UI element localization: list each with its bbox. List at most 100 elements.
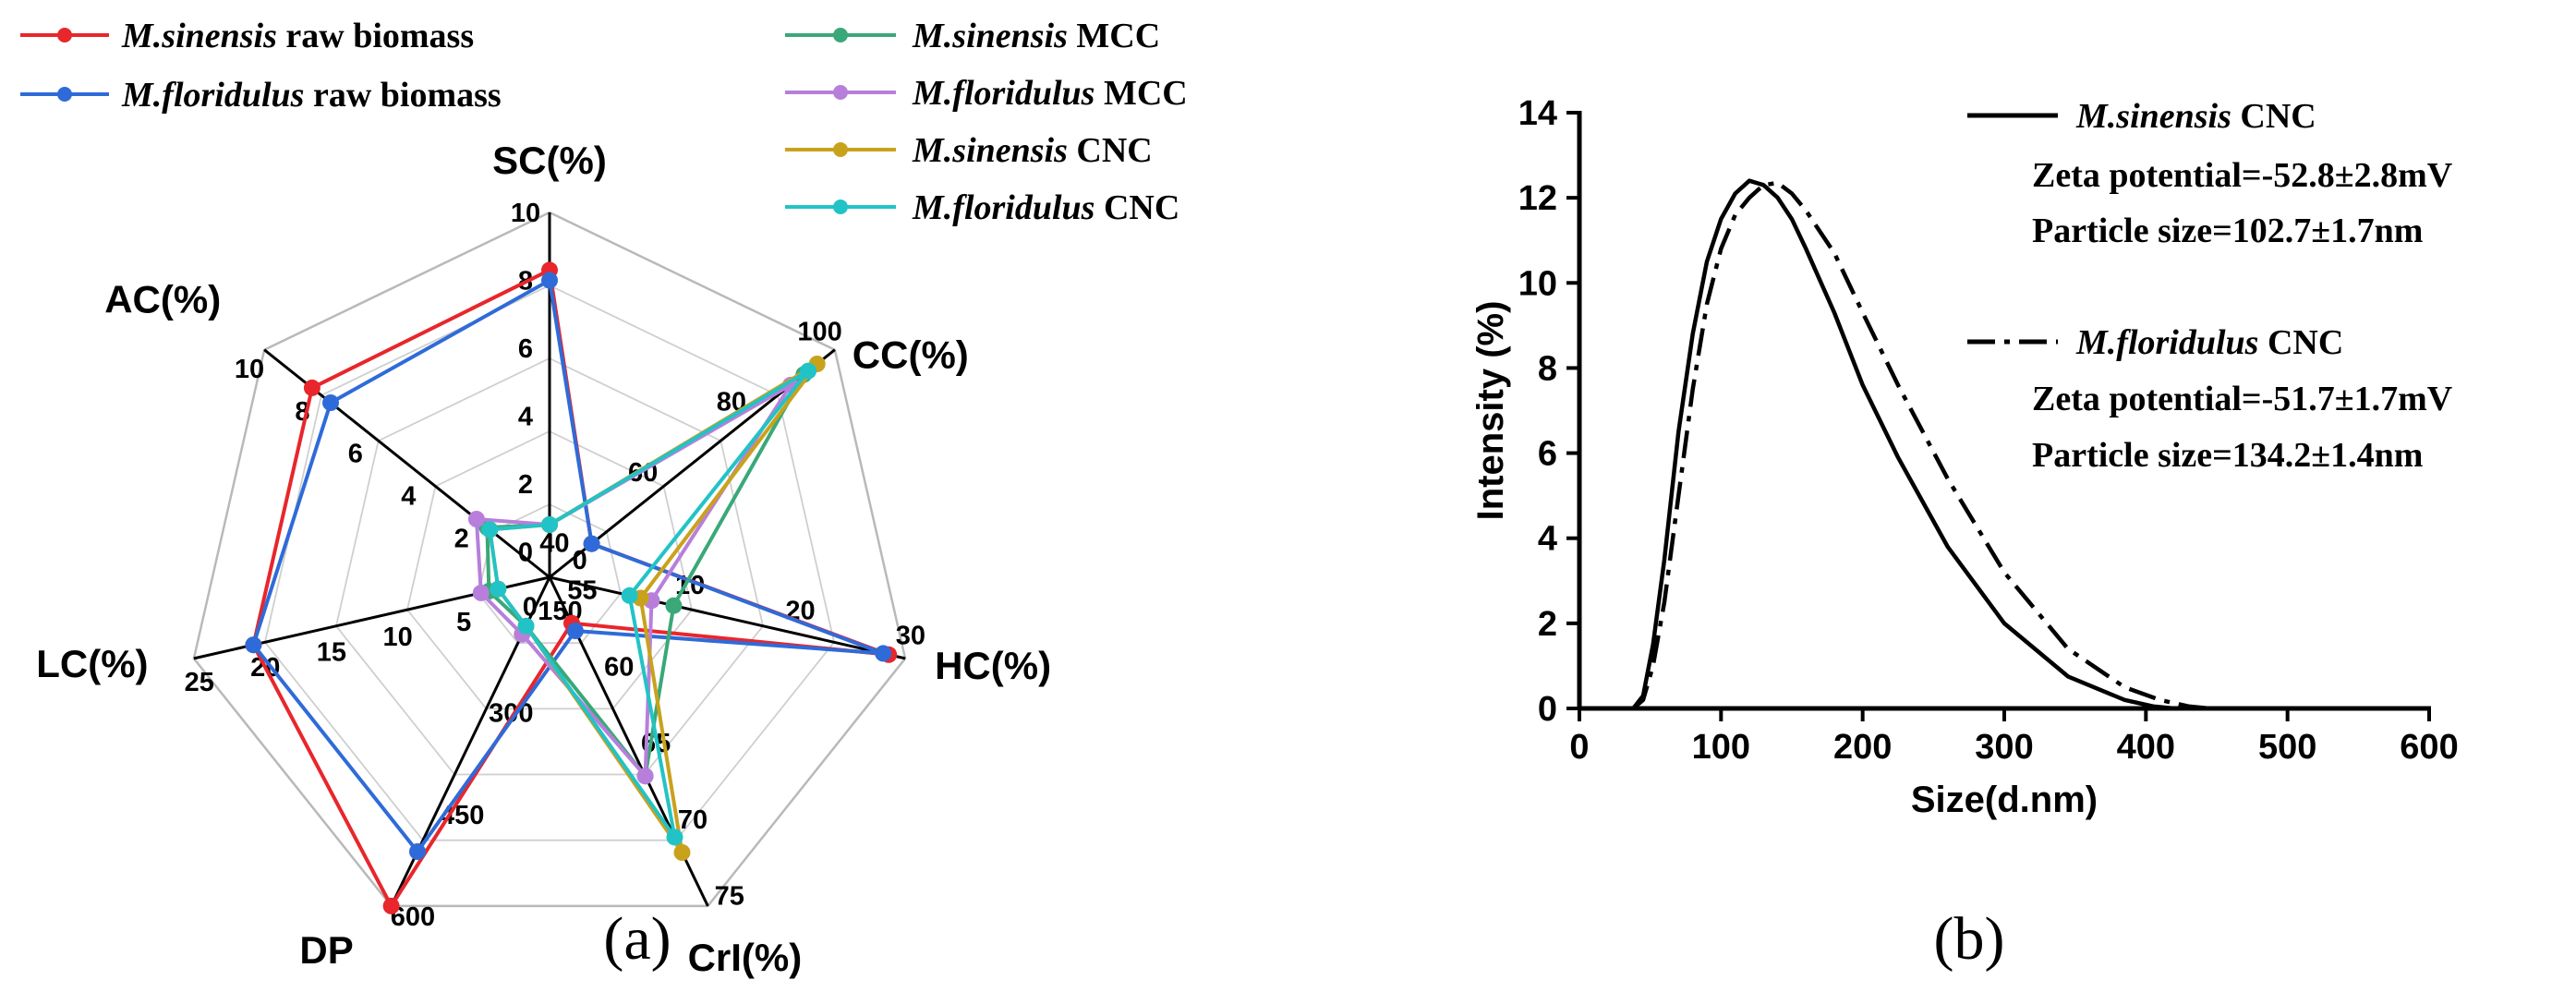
radar-point xyxy=(303,379,320,396)
radar-axis-label: HC(%) xyxy=(935,644,1051,687)
legend-label: M.sinensis MCC xyxy=(912,17,1160,55)
y-tick-label: 8 xyxy=(1538,349,1557,388)
radar-tick-label: 6 xyxy=(348,440,363,469)
radar-tick-label: 15 xyxy=(317,638,346,668)
radar-tick-label: 0 xyxy=(518,538,533,567)
radar-tick-label: 4 xyxy=(401,482,416,512)
radar-tick-label: 70 xyxy=(678,805,707,835)
legend-entry-mf-cnc: M.floridulus CNC Zeta potential=-51.7±1.… xyxy=(1967,323,2453,475)
radar-series-line xyxy=(488,369,811,840)
legend-marker xyxy=(833,85,848,100)
plot-axes: 0 100 200 300 400 500 600 0 2 4 6 8 10 12 14 Size(d.nm)… xyxy=(1470,94,2459,820)
radar-tick-label: 75 xyxy=(715,882,744,912)
legend-label: M.floridulus raw biomass xyxy=(121,76,502,115)
radar-tick-label: 5 xyxy=(456,608,471,637)
radar-grid-ring xyxy=(405,430,694,710)
legend-entry-ms-raw: M.sinensis raw biomass xyxy=(20,17,474,55)
plot-lines xyxy=(1631,178,2210,711)
radar-tick-label: 6 xyxy=(518,334,533,364)
legend-label: M.sinensis CNC xyxy=(912,131,1153,170)
y-tick-label: 4 xyxy=(1538,520,1557,559)
series-line-ms-cnc xyxy=(1631,178,2203,711)
y-tick-label: 2 xyxy=(1538,605,1557,644)
radar-point xyxy=(322,394,339,411)
radar-point xyxy=(472,584,490,601)
radar-point xyxy=(541,272,558,289)
radar-axis-label: CC(%) xyxy=(853,333,969,377)
radar-tick-label: 25 xyxy=(185,668,214,697)
radar-axis-label: CrI(%) xyxy=(688,936,803,979)
radar-point xyxy=(517,617,535,635)
radar-tick-label: 450 xyxy=(440,801,484,830)
radar-series xyxy=(245,261,898,914)
zeta-potential-text: Zeta potential=-51.7±1.7mV xyxy=(2032,380,2453,418)
radar-spoke xyxy=(549,575,906,660)
plot-legend: M.sinensis CNC Zeta potential=-52.8±2.8m… xyxy=(1967,97,2453,475)
legend-label: M.floridulus MCC xyxy=(912,74,1188,113)
legend-entry-ms-mcc: M.sinensis MCC xyxy=(785,17,1160,55)
x-tick-label: 600 xyxy=(2400,728,2458,767)
legend-entry-ms-cnc: M.sinensis CNC Zeta potential=-52.8±2.8m… xyxy=(1967,97,2453,250)
legend-marker xyxy=(833,142,848,157)
x-axis-label: Size(d.nm) xyxy=(1911,780,2098,820)
radar-point xyxy=(673,844,691,861)
x-tick-label: 200 xyxy=(1833,728,1892,767)
radar-series-group xyxy=(245,272,892,860)
legend-entry-mf-raw: M.floridulus raw biomass xyxy=(20,76,502,115)
radar-tick-labels: 0246810406080100010203055606570751503004… xyxy=(185,199,925,932)
x-tick-label: 500 xyxy=(2258,728,2316,767)
y-tick-label: 14 xyxy=(1518,94,1557,133)
radar-tick-label: 30 xyxy=(896,622,925,651)
legend-entry-ms-cnc: M.sinensis CNC xyxy=(785,131,1153,170)
legend-entry-mf-cnc: M.floridulus CNC xyxy=(785,188,1179,227)
radar-tick-label: 40 xyxy=(539,528,569,558)
radar-point xyxy=(665,597,683,614)
legend-marker xyxy=(57,87,72,102)
radar-point xyxy=(467,511,485,527)
radar-series-line xyxy=(251,278,886,853)
legend-marker xyxy=(833,28,848,42)
radar-point xyxy=(636,768,654,785)
legend-marker xyxy=(57,28,72,42)
radar-tick-label: 10 xyxy=(382,623,412,652)
legend-marker xyxy=(833,200,848,214)
particle-size-text: Particle size=102.7±1.7nm xyxy=(2032,212,2423,250)
radar-tick-label: 0 xyxy=(573,546,587,575)
x-tick-label: 0 xyxy=(1569,728,1589,767)
radar-tick-label: 0 xyxy=(523,593,538,623)
radar-point xyxy=(481,521,499,538)
y-axis-label: Intensity (%) xyxy=(1470,301,1511,521)
legend-label: M.floridulus CNC xyxy=(912,188,1179,227)
radar-axis-label: SC(%) xyxy=(492,139,607,182)
panel-a-caption: (a) xyxy=(603,905,671,973)
x-tick-label: 400 xyxy=(2117,728,2175,767)
radar-point xyxy=(409,843,426,860)
radar-point xyxy=(621,587,638,604)
radar-point xyxy=(245,636,262,654)
radar-point xyxy=(875,645,892,662)
radar-axis-label: DP xyxy=(299,928,353,972)
radar-grid-ring xyxy=(263,284,836,841)
radar-point xyxy=(382,897,400,914)
radar-series-group xyxy=(481,362,817,846)
radar-tick-label: 4 xyxy=(518,402,533,431)
radar-point xyxy=(566,623,584,639)
y-tick-label: 0 xyxy=(1538,690,1557,729)
radar-point xyxy=(490,580,507,598)
radar-point xyxy=(800,362,817,380)
y-tick-label: 10 xyxy=(1518,264,1557,303)
radar-grid xyxy=(192,211,907,908)
dls-line-chart: 0 100 200 300 400 500 600 0 2 4 6 8 10 12 14 Size(d.nm)… xyxy=(1470,94,2459,973)
legend-label: M.floridulus CNC xyxy=(2075,323,2343,362)
legend-entry-mf-mcc: M.floridulus MCC xyxy=(785,74,1188,113)
panel-b-caption: (b) xyxy=(1934,905,2005,973)
radar-tick-label: 2 xyxy=(454,524,469,553)
radar-point xyxy=(541,516,558,533)
radar-tick-label: 100 xyxy=(797,317,841,346)
radar-tick-label: 2 xyxy=(518,470,533,500)
radar-tick-label: 10 xyxy=(235,355,264,384)
radar-legend: M.sinensis raw biomass M.floridulus raw … xyxy=(20,17,1188,227)
radar-grid-ring xyxy=(192,211,907,908)
radar-tick-label: 55 xyxy=(567,576,597,606)
